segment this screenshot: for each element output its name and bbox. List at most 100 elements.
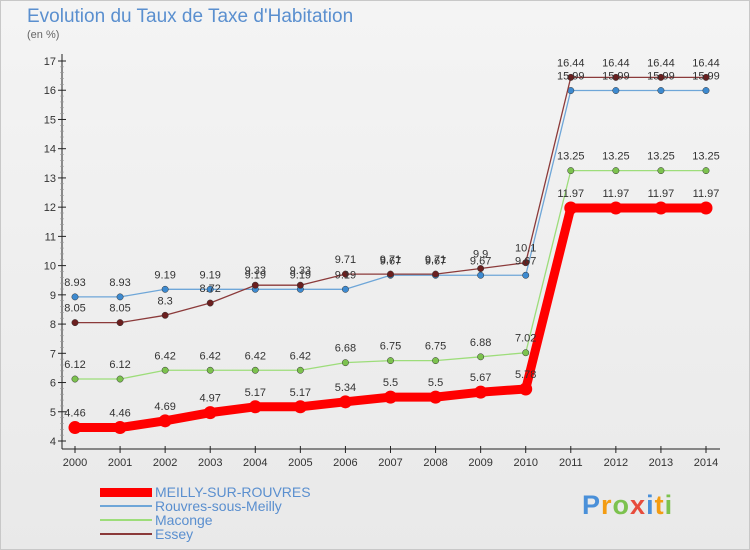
data-label-2: 6.42 [154, 350, 175, 362]
series-point-0 [474, 385, 488, 399]
series-point-0 [384, 390, 397, 404]
series-point-3 [567, 73, 575, 81]
y-tick-label: 5 [50, 407, 56, 419]
series-group [68, 73, 713, 435]
y-tick-label: 10 [44, 261, 56, 273]
series-point-2 [206, 366, 214, 374]
data-label-0: 5.17 [245, 387, 266, 399]
data-label-3: 16.44 [647, 57, 675, 69]
series-point-0 [158, 414, 172, 428]
y-tick-label: 8 [50, 319, 56, 331]
data-label-0: 5.78 [515, 369, 536, 381]
series-point-1 [206, 285, 214, 293]
series-point-3 [702, 73, 710, 81]
y-tick-label: 14 [44, 144, 56, 156]
data-label-2: 6.42 [245, 350, 266, 362]
x-tick-label: 2005 [288, 457, 312, 469]
x-tick-label: 2007 [378, 457, 402, 469]
legend-swatch [100, 519, 152, 521]
data-label-2: 13.25 [692, 151, 720, 163]
data-label-1: 9.19 [335, 269, 356, 281]
data-label-3: 8.05 [64, 303, 85, 315]
x-tick-label: 2010 [513, 457, 537, 469]
chart-unit: (en %) [27, 29, 60, 41]
data-label-3: 9.71 [425, 254, 446, 266]
series-point-0 [113, 421, 127, 435]
series-point-1 [702, 87, 710, 94]
x-tick-label: 2002 [153, 457, 177, 469]
data-label-1: 9.19 [245, 269, 266, 281]
data-label-1: 8.93 [64, 277, 85, 289]
data-label-1: 15.99 [647, 71, 675, 83]
data-label-1: 9.19 [154, 269, 175, 281]
data-label-0: 11.97 [648, 188, 675, 200]
legend-swatch [100, 505, 152, 507]
series-point-2 [612, 167, 620, 175]
y-tick-label: 13 [44, 173, 56, 185]
series-point-1 [161, 285, 169, 293]
series-point-3 [612, 73, 620, 81]
y-tick-label: 17 [44, 56, 56, 68]
series-point-0 [519, 382, 533, 396]
y-tick-label: 6 [50, 378, 56, 390]
data-label-2: 13.25 [647, 151, 675, 163]
series-point-0 [654, 201, 668, 215]
logo-letter: x [630, 490, 647, 520]
series-point-0 [338, 395, 352, 409]
series-point-0 [699, 201, 713, 215]
data-label-0: 4.46 [64, 408, 85, 420]
y-tick-label: 12 [44, 202, 56, 214]
series-point-2 [251, 366, 259, 374]
x-tick-label: 2008 [423, 457, 447, 469]
logo-letter: r [601, 490, 613, 520]
chart-title: Evolution du Taux de Taxe d'Habitation [27, 6, 354, 27]
legend-label: Rouvres-sous-Meilly [155, 498, 282, 514]
logo-letter: o [612, 490, 631, 520]
legend-label: MEILLY-SUR-ROUVRES [155, 484, 311, 500]
data-label-1: 9.19 [200, 269, 221, 281]
series-point-2 [161, 366, 169, 374]
legend-swatch [100, 487, 152, 497]
data-label-3: 9.33 [290, 265, 311, 277]
data-label-2: 6.42 [200, 350, 221, 362]
data-label-0: 5.5 [383, 377, 398, 389]
data-label-1: 9.19 [290, 269, 311, 281]
legend-swatch [100, 533, 152, 535]
data-label-2: 13.25 [557, 151, 585, 163]
y-tick-label: 4 [50, 436, 56, 448]
logo-letter: t [654, 490, 665, 520]
data-label-3: 9.33 [245, 265, 266, 277]
logo-letter: P [582, 490, 602, 520]
series-point-3 [657, 73, 665, 81]
legend-label: Essey [155, 526, 194, 542]
series-point-3 [251, 281, 259, 289]
series-point-3 [206, 299, 214, 307]
data-label-1: 9.67 [470, 255, 491, 267]
data-label-3: 8.05 [109, 303, 130, 315]
data-label-3: 8.3 [157, 295, 172, 307]
data-label-0: 4.69 [154, 401, 175, 413]
series-point-3 [71, 319, 79, 327]
series-point-1 [477, 271, 485, 279]
axes: 4 5 6 7 8 9 10 11 12 13 14 15 16 17 2000 2001 2002 2003 20… [44, 54, 720, 469]
series-point-2 [341, 359, 349, 367]
x-tick-label: 2000 [63, 457, 87, 469]
data-label-3: 16.44 [557, 57, 585, 69]
data-label-1: 9.67 [425, 255, 446, 267]
logo-letter: i [646, 490, 655, 520]
series-point-1 [612, 87, 620, 94]
x-tick-label: 2011 [559, 457, 583, 469]
series-point-3 [161, 311, 169, 319]
series-point-2 [477, 353, 485, 361]
series-point-0 [68, 421, 82, 435]
data-label-1: 9.67 [380, 255, 401, 267]
data-label-0: 11.97 [693, 188, 720, 200]
series-point-1 [71, 293, 79, 301]
data-label-1: 15.99 [692, 71, 720, 83]
data-label-2: 6.75 [380, 341, 401, 353]
x-tick-label: 2004 [243, 457, 267, 469]
series-point-0 [203, 406, 217, 420]
data-label-3: 10.1 [515, 243, 536, 255]
series-point-2 [702, 167, 710, 175]
data-label-3: 16.44 [602, 57, 630, 69]
